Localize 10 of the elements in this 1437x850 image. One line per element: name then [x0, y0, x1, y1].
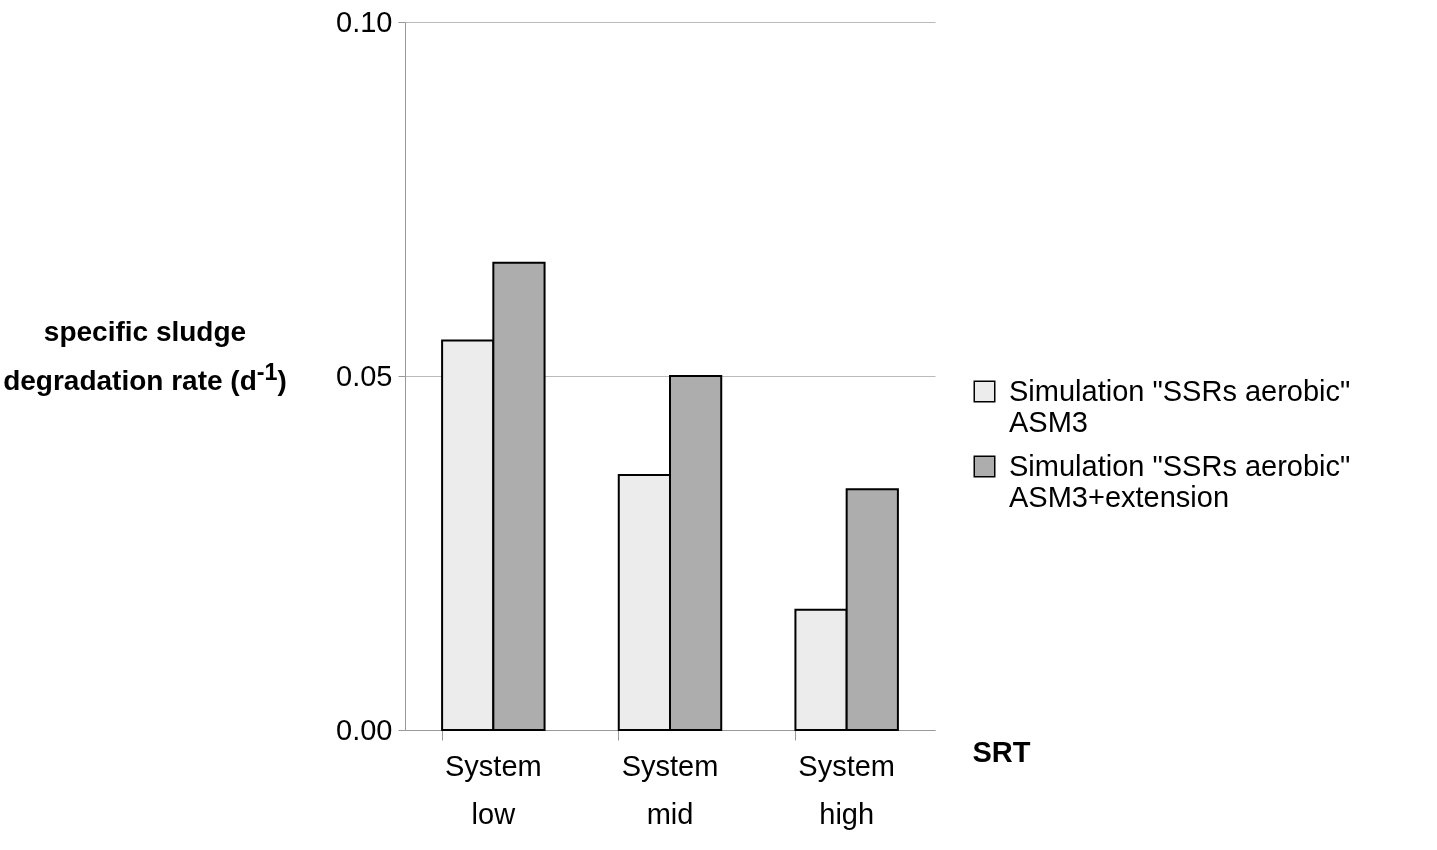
y-axis-title: specific sludge degradation rate (d$^{-1}$)	[2, 315, 288, 399]
x-tick-label: System low	[444, 749, 542, 830]
y-tick-label: 0.05	[336, 359, 393, 392]
legend-label: Simulation "SSRs aerobic" ASM3+extension	[1009, 449, 1351, 513]
y-tick-label: 0.10	[336, 5, 393, 38]
x-tick-label: System high	[798, 749, 896, 830]
y-tick-label: 0.00	[336, 713, 393, 746]
x-tick-label: System mid	[621, 749, 719, 830]
x-axis-title: SRT	[972, 735, 1031, 768]
legend-label: Simulation "SSRs aerobic" ASM3	[1009, 374, 1351, 438]
